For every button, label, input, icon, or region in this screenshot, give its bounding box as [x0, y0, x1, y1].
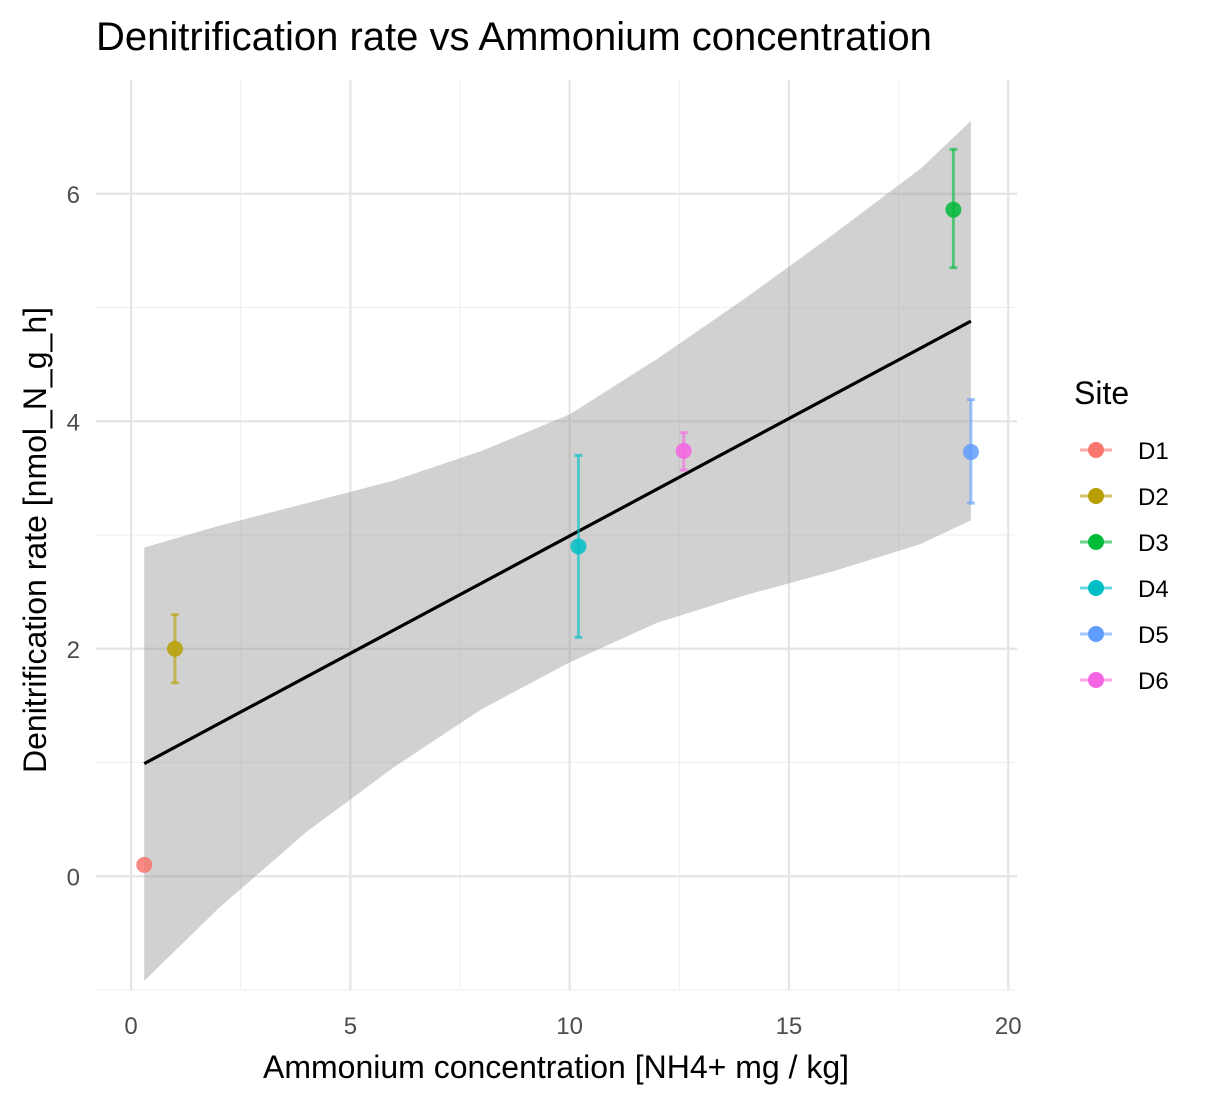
x-tick-label: 10 — [556, 1013, 583, 1040]
legend-label: D2 — [1138, 484, 1169, 511]
x-tick-label: 5 — [344, 1013, 357, 1040]
y-tick-label: 4 — [67, 409, 80, 436]
minor-gridlines — [96, 80, 1017, 991]
point-d4 — [570, 538, 587, 555]
legend-key-point — [1088, 442, 1104, 458]
legend-key-point — [1088, 534, 1104, 550]
y-axis-title: Denitrification rate [nmol_N_g_h] — [17, 307, 53, 773]
point-d5 — [962, 443, 979, 460]
point-d3 — [945, 201, 962, 218]
legend-item-d2: D2 — [1080, 484, 1169, 511]
x-tick-label: 0 — [124, 1013, 137, 1040]
point-d1 — [136, 856, 153, 873]
y-tick-label: 6 — [67, 182, 80, 209]
legend-item-d5: D5 — [1080, 622, 1169, 649]
legend-key-point — [1088, 672, 1104, 688]
legend-item-d4: D4 — [1080, 576, 1169, 603]
legend-label: D5 — [1138, 622, 1169, 649]
legend-label: D4 — [1138, 576, 1169, 603]
legend-label: D6 — [1138, 668, 1169, 695]
chart-title: Denitrification rate vs Ammonium concent… — [96, 15, 932, 59]
legend-item-d6: D6 — [1080, 668, 1169, 695]
y-axis-tick-labels: 0 2 4 6 — [67, 182, 80, 892]
legend-label: D3 — [1138, 530, 1169, 557]
point-d2 — [166, 640, 183, 657]
x-axis-title: Ammonium concentration [NH4+ mg / kg] — [263, 1049, 849, 1085]
x-tick-label: 20 — [995, 1013, 1022, 1040]
legend: Site D1 D2 D3 D4 D5 D6 — [1074, 375, 1169, 695]
data-points — [136, 201, 979, 873]
legend-key-point — [1088, 488, 1104, 504]
legend-key-point — [1088, 626, 1104, 642]
legend-item-d1: D1 — [1080, 438, 1169, 465]
regression-line — [143, 319, 972, 766]
point-d6 — [675, 442, 692, 459]
x-tick-label: 15 — [776, 1013, 803, 1040]
legend-label: D1 — [1138, 438, 1169, 465]
legend-items: D1 D2 D3 D4 D5 D6 — [1080, 438, 1169, 695]
legend-key-point — [1088, 580, 1104, 596]
legend-item-d3: D3 — [1080, 530, 1169, 557]
y-tick-label: 0 — [67, 864, 80, 891]
legend-title: Site — [1074, 375, 1129, 411]
y-tick-label: 2 — [67, 637, 80, 664]
plot-panel — [96, 80, 1017, 991]
confidence-band — [144, 121, 971, 981]
x-axis-tick-labels: 0 5 10 15 20 — [124, 1013, 1021, 1040]
